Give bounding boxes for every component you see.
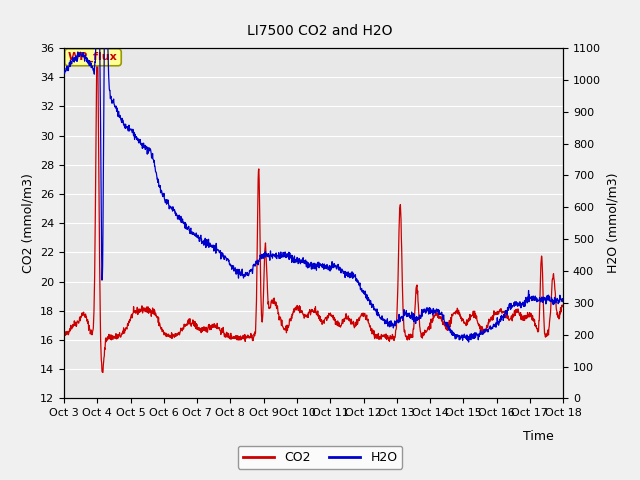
Y-axis label: H2O (mmol/m3): H2O (mmol/m3) [607, 173, 620, 274]
Text: WP_flux: WP_flux [68, 52, 118, 62]
X-axis label: Time: Time [523, 430, 554, 443]
Text: LI7500 CO2 and H2O: LI7500 CO2 and H2O [247, 24, 393, 38]
Y-axis label: CO2 (mmol/m3): CO2 (mmol/m3) [22, 173, 35, 273]
Legend: CO2, H2O: CO2, H2O [237, 446, 403, 469]
